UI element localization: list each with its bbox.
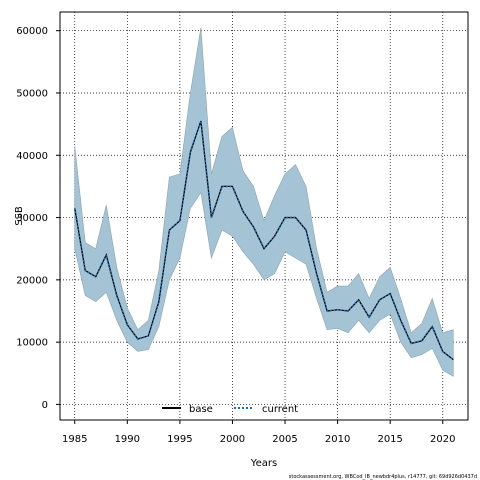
y-axis-title: SSB	[14, 206, 25, 226]
x-tick-label: 1995	[167, 434, 192, 445]
confidence-band-layer	[74, 27, 454, 377]
y-tick-label: 30000	[16, 213, 48, 224]
x-tick-label: 1990	[115, 434, 140, 445]
x-tick-label: 2000	[220, 434, 245, 445]
y-tick-label: 0	[42, 400, 48, 411]
legend-label-current: current	[262, 404, 298, 415]
y-tick-label: 50000	[16, 88, 48, 99]
x-tick-label: 2005	[272, 434, 297, 445]
x-tick-label: 2010	[325, 434, 350, 445]
y-tick-label: 20000	[16, 275, 48, 286]
series-layer	[73, 120, 454, 361]
y-tick-label: 10000	[16, 338, 48, 349]
x-tick-label: 2020	[430, 434, 455, 445]
y-tick-label: 40000	[16, 151, 48, 162]
footer-note: stockassessment.org, WBCod_IB_newbdr4plu…	[289, 474, 477, 480]
series-line-current	[73, 120, 454, 361]
x-tick-label: 2015	[377, 434, 402, 445]
x-tick-label: 1985	[62, 434, 87, 445]
y-tick-label: 60000	[16, 26, 48, 37]
grid	[60, 12, 468, 420]
x-axis-title: Years	[250, 458, 277, 469]
plot-frame	[59, 11, 469, 421]
legend: base current	[162, 404, 298, 415]
confidence-band	[74, 27, 454, 377]
y-axis: 0 10000 20000 30000 40000 50000 60000	[16, 26, 60, 411]
legend-label-base: base	[189, 404, 213, 415]
x-axis: 1985 1990 1995 2000 2005 2010 2015 2020	[62, 420, 455, 445]
